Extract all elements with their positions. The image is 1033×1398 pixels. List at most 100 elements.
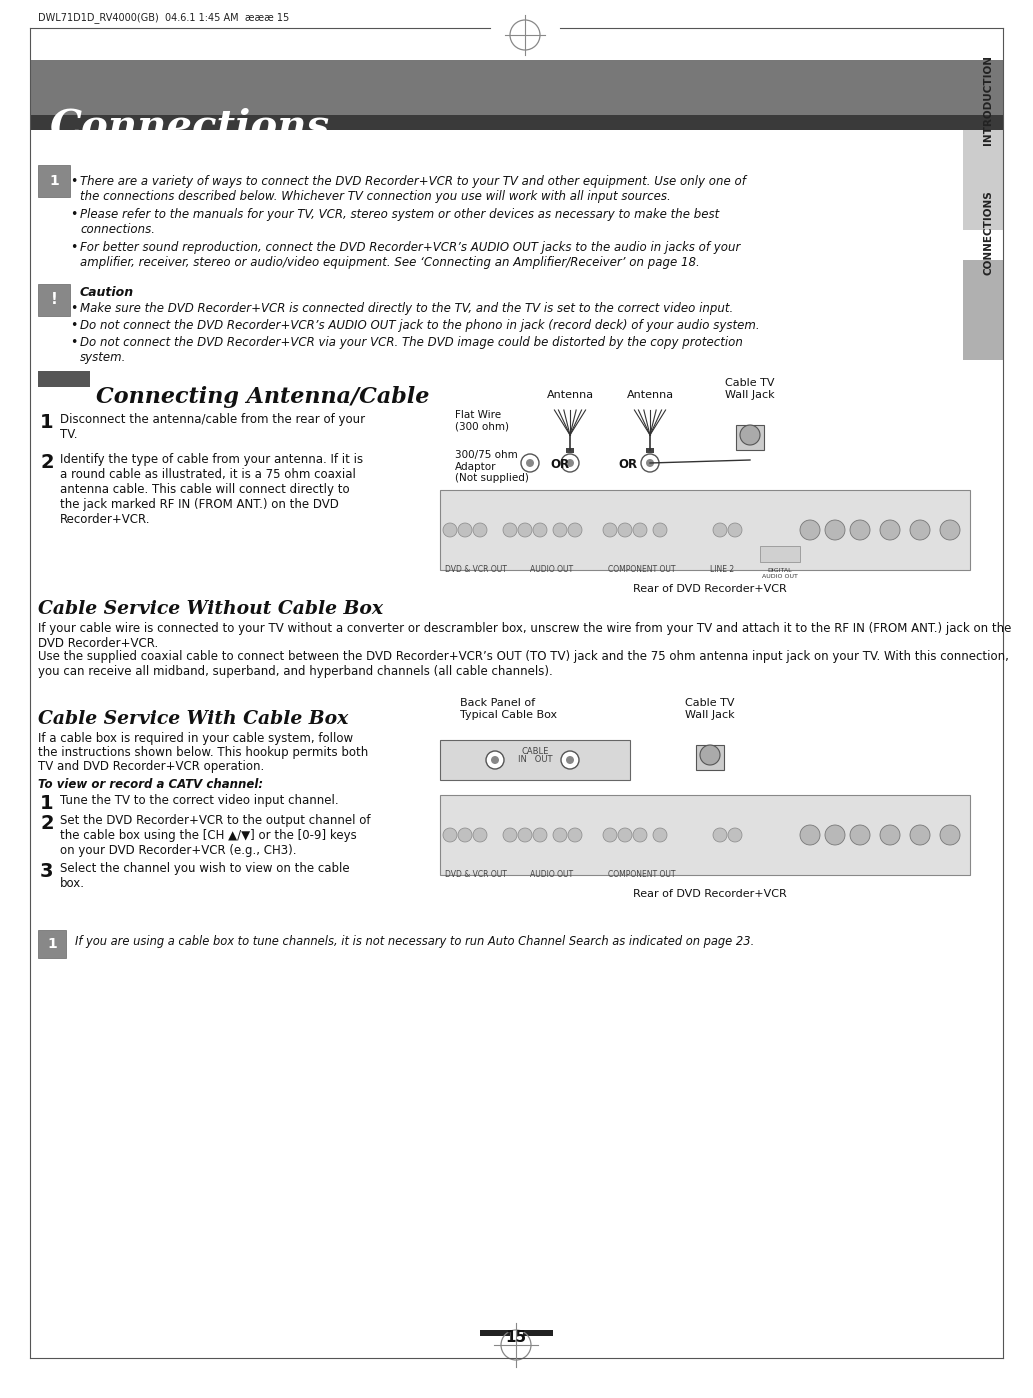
Text: If you are using a cable box to tune channels, it is not necessary to run Auto C: If you are using a cable box to tune cha… — [75, 935, 754, 948]
Text: If your cable wire is connected to your TV without a converter or descrambler bo: If your cable wire is connected to your … — [38, 622, 1011, 650]
Text: Disconnect the antenna/cable from the rear of your
TV.: Disconnect the antenna/cable from the re… — [60, 412, 365, 440]
Circle shape — [740, 425, 760, 445]
Text: Back Panel of
Typical Cable Box: Back Panel of Typical Cable Box — [460, 699, 557, 720]
Bar — [38, 370, 90, 387]
Text: Antenna: Antenna — [546, 390, 594, 400]
Text: Select the channel you wish to view on the cable
box.: Select the channel you wish to view on t… — [60, 863, 349, 891]
Text: Flat Wire
(300 ohm): Flat Wire (300 ohm) — [455, 410, 509, 432]
Text: INTRODUCTION: INTRODUCTION — [983, 55, 993, 145]
Text: DVD & VCR OUT: DVD & VCR OUT — [445, 565, 507, 575]
Circle shape — [646, 459, 654, 467]
Text: COMPONENT OUT: COMPONENT OUT — [608, 870, 676, 879]
Circle shape — [713, 828, 727, 842]
Circle shape — [473, 828, 487, 842]
Bar — [963, 130, 1003, 231]
Circle shape — [553, 828, 567, 842]
Text: COMPONENT OUT: COMPONENT OUT — [608, 565, 676, 575]
Bar — [30, 115, 1003, 130]
Text: DVD & VCR OUT: DVD & VCR OUT — [445, 870, 507, 879]
Text: Identify the type of cable from your antenna. If it is
a round cable as illustra: Identify the type of cable from your ant… — [60, 453, 364, 526]
Text: There are a variety of ways to connect the DVD Recorder+VCR to your TV and other: There are a variety of ways to connect t… — [80, 175, 746, 203]
Circle shape — [825, 825, 845, 844]
Circle shape — [526, 459, 534, 467]
Text: Rear of DVD Recorder+VCR: Rear of DVD Recorder+VCR — [633, 889, 787, 899]
Text: Cable Service With Cable Box: Cable Service With Cable Box — [38, 710, 348, 728]
Circle shape — [850, 520, 870, 540]
Bar — [760, 547, 800, 562]
Text: To view or record a CATV channel:: To view or record a CATV channel: — [38, 779, 263, 791]
Circle shape — [880, 520, 900, 540]
Text: Set the DVD Recorder+VCR to the output channel of
the cable box using the [CH ▲/: Set the DVD Recorder+VCR to the output c… — [60, 814, 371, 857]
Circle shape — [518, 523, 532, 537]
Text: Caution: Caution — [80, 287, 134, 299]
Bar — [646, 447, 654, 453]
Text: IN   OUT: IN OUT — [518, 755, 553, 763]
Text: Antenna: Antenna — [626, 390, 674, 400]
Bar — [38, 165, 70, 197]
Text: !: ! — [51, 292, 58, 308]
Bar — [523, 1329, 553, 1336]
Text: 3: 3 — [40, 863, 54, 881]
Circle shape — [568, 828, 582, 842]
Text: Rear of DVD Recorder+VCR: Rear of DVD Recorder+VCR — [633, 584, 787, 594]
Text: Make sure the DVD Recorder+VCR is connected directly to the TV, and the TV is se: Make sure the DVD Recorder+VCR is connec… — [80, 302, 733, 315]
Bar — [440, 491, 970, 570]
Text: 15: 15 — [505, 1329, 527, 1345]
Circle shape — [700, 745, 720, 765]
Text: Tune the TV to the correct video input channel.: Tune the TV to the correct video input c… — [60, 794, 339, 807]
Circle shape — [910, 825, 930, 844]
Text: CABLE: CABLE — [522, 747, 549, 756]
Text: LINE 2: LINE 2 — [710, 565, 734, 575]
Text: Cable Service Without Cable Box: Cable Service Without Cable Box — [38, 600, 383, 618]
Bar — [566, 447, 574, 453]
Circle shape — [503, 523, 516, 537]
Circle shape — [713, 523, 727, 537]
Circle shape — [653, 523, 667, 537]
Circle shape — [641, 454, 659, 473]
Circle shape — [553, 523, 567, 537]
Text: DWL71D1D_RV4000(GB)  04.6.1 1:45 AM  æææ 15: DWL71D1D_RV4000(GB) 04.6.1 1:45 AM æææ 1… — [38, 13, 289, 22]
Text: TV and DVD Recorder+VCR operation.: TV and DVD Recorder+VCR operation. — [38, 761, 264, 773]
Bar — [440, 740, 630, 780]
Text: Cable TV
Wall Jack: Cable TV Wall Jack — [725, 379, 775, 400]
Circle shape — [800, 520, 820, 540]
Text: DIGITAL
AUDIO OUT: DIGITAL AUDIO OUT — [762, 568, 797, 579]
Circle shape — [568, 523, 582, 537]
Bar — [735, 425, 764, 450]
Circle shape — [561, 454, 580, 473]
Text: the instructions shown below. This hookup permits both: the instructions shown below. This hooku… — [38, 747, 368, 759]
Text: •: • — [70, 208, 77, 221]
Bar — [38, 930, 66, 958]
Circle shape — [486, 751, 504, 769]
Circle shape — [880, 825, 900, 844]
Text: 1: 1 — [50, 173, 59, 187]
Circle shape — [533, 828, 547, 842]
Text: OR: OR — [619, 459, 637, 471]
Circle shape — [618, 523, 632, 537]
Bar — [440, 795, 970, 875]
Text: Connections: Connections — [50, 108, 331, 145]
Bar — [963, 260, 1003, 361]
Text: Connecting Antenna/Cable: Connecting Antenna/Cable — [96, 386, 430, 408]
Circle shape — [728, 828, 742, 842]
Circle shape — [603, 828, 617, 842]
Circle shape — [491, 756, 499, 763]
Bar — [696, 745, 724, 770]
Text: Do not connect the DVD Recorder+VCR via your VCR. The DVD image could be distort: Do not connect the DVD Recorder+VCR via … — [80, 336, 743, 363]
Circle shape — [633, 828, 647, 842]
Circle shape — [940, 520, 960, 540]
Text: 1: 1 — [40, 794, 54, 814]
Circle shape — [910, 520, 930, 540]
Circle shape — [825, 520, 845, 540]
Bar — [38, 284, 70, 316]
Circle shape — [800, 825, 820, 844]
Text: CONNECTIONS: CONNECTIONS — [983, 190, 993, 275]
Text: 2: 2 — [40, 814, 54, 833]
Circle shape — [443, 523, 457, 537]
Text: Please refer to the manuals for your TV, VCR, stereo system or other devices as : Please refer to the manuals for your TV,… — [80, 208, 719, 236]
Text: 1: 1 — [40, 412, 54, 432]
Circle shape — [850, 825, 870, 844]
Circle shape — [561, 751, 580, 769]
Text: Use the supplied coaxial cable to connect between the DVD Recorder+VCR’s OUT (TO: Use the supplied coaxial cable to connec… — [38, 650, 1009, 678]
Text: •: • — [70, 240, 77, 254]
